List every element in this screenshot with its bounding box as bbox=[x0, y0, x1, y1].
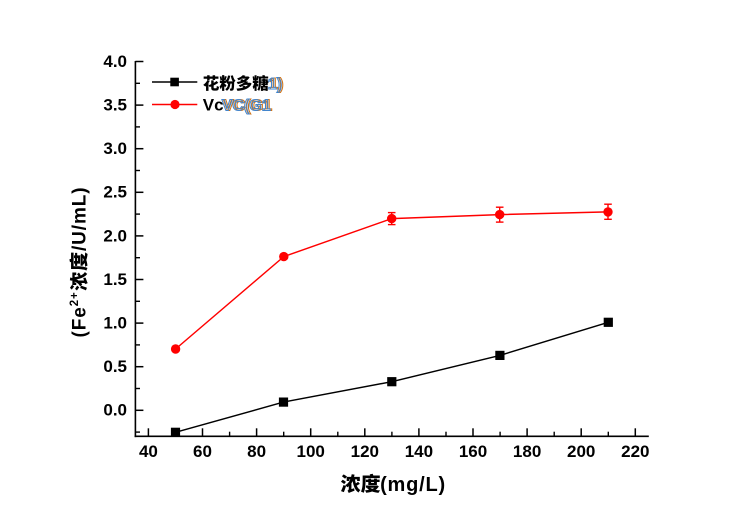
svg-text:1.0: 1.0 bbox=[103, 314, 127, 333]
svg-text:160: 160 bbox=[459, 442, 487, 461]
svg-text:1): 1) bbox=[268, 76, 282, 93]
svg-text:3.0: 3.0 bbox=[103, 139, 127, 158]
svg-text:3.5: 3.5 bbox=[103, 96, 127, 115]
svg-text:2.0: 2.0 bbox=[103, 226, 127, 245]
svg-text:180: 180 bbox=[513, 442, 541, 461]
svg-text:1): 1) bbox=[269, 76, 283, 93]
svg-text:100: 100 bbox=[297, 442, 325, 461]
svg-text:4.0: 4.0 bbox=[103, 52, 127, 71]
svg-text:0.0: 0.0 bbox=[103, 401, 127, 420]
svg-text:1.5: 1.5 bbox=[103, 270, 127, 289]
svg-text:/U/mL): /U/mL) bbox=[70, 186, 91, 251]
svg-text:VC(G1: VC(G1 bbox=[223, 98, 272, 115]
svg-text:(mg/L): (mg/L) bbox=[380, 474, 446, 496]
svg-text:VC(G1: VC(G1 bbox=[222, 98, 271, 115]
svg-text:(Fe: (Fe bbox=[70, 306, 91, 337]
svg-text:120: 120 bbox=[351, 442, 379, 461]
svg-text:2.5: 2.5 bbox=[103, 183, 127, 202]
svg-text:80: 80 bbox=[247, 442, 266, 461]
svg-text:0.5: 0.5 bbox=[103, 357, 127, 376]
svg-text:140: 140 bbox=[405, 442, 433, 461]
svg-text:60: 60 bbox=[193, 442, 212, 461]
svg-text:40: 40 bbox=[139, 442, 158, 461]
svg-text:220: 220 bbox=[621, 442, 649, 461]
svg-text:Vc: Vc bbox=[203, 96, 224, 115]
svg-text:200: 200 bbox=[567, 442, 595, 461]
svg-text:2+: 2+ bbox=[69, 291, 81, 306]
